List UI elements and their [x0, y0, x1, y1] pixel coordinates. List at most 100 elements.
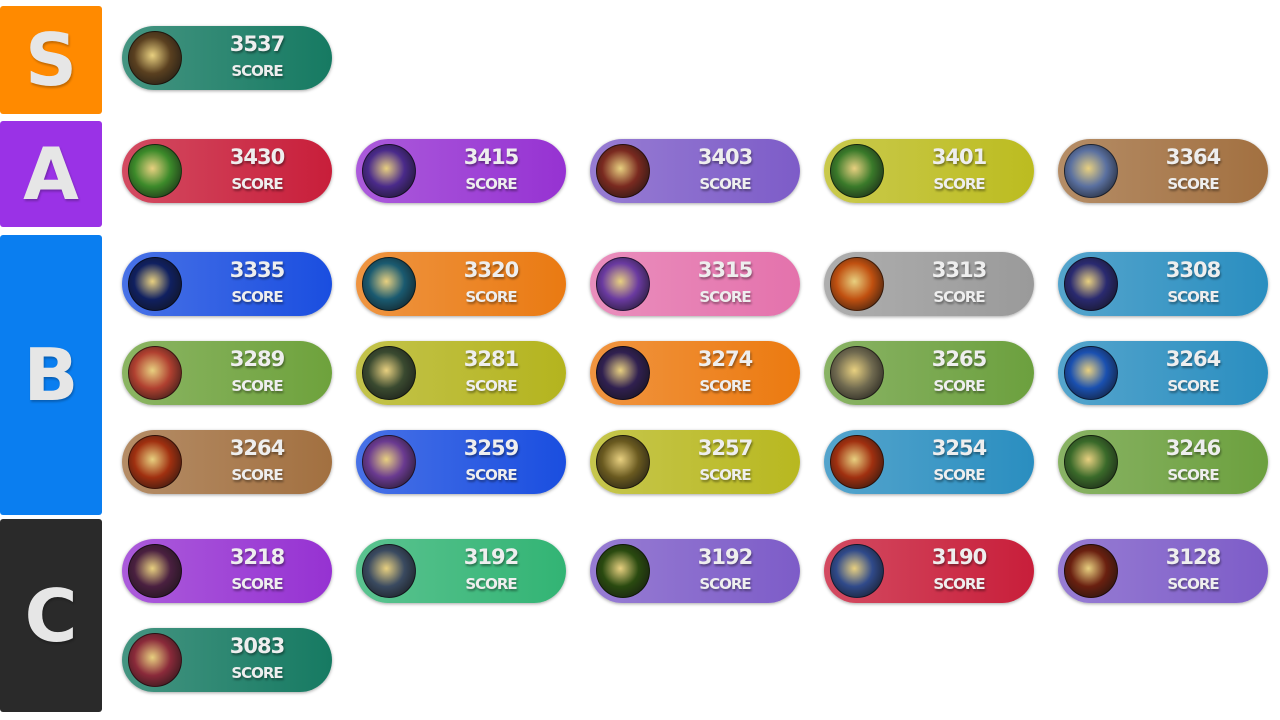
- score-card[interactable]: 3313 SCORE: [824, 252, 1034, 316]
- score-card[interactable]: 3218 SCORE: [122, 539, 332, 603]
- score-card[interactable]: 3537 SCORE: [122, 26, 332, 90]
- ability-icon: [830, 544, 884, 598]
- score-label: SCORE: [699, 175, 751, 193]
- ability-icon: [362, 544, 416, 598]
- score-value: 3274: [697, 347, 753, 371]
- tier-row: 3083 SCORE: [122, 628, 332, 692]
- ability-icon: [128, 257, 182, 311]
- score-label: SCORE: [1167, 288, 1219, 306]
- score-label: SCORE: [231, 377, 283, 395]
- score-label: SCORE: [1167, 377, 1219, 395]
- ability-icon: [596, 346, 650, 400]
- score-card[interactable]: 3265 SCORE: [824, 341, 1034, 405]
- ability-icon: [362, 346, 416, 400]
- score-card[interactable]: 3264 SCORE: [122, 430, 332, 494]
- score-value: 3401: [931, 145, 987, 169]
- score-value: 3313: [931, 258, 987, 282]
- ability-icon: [128, 435, 182, 489]
- tier-label-c: C: [0, 519, 102, 712]
- score-card[interactable]: 3289 SCORE: [122, 341, 332, 405]
- ability-icon: [362, 435, 416, 489]
- score-label: SCORE: [933, 377, 985, 395]
- ability-icon: [362, 257, 416, 311]
- score-card[interactable]: 3274 SCORE: [590, 341, 800, 405]
- score-card[interactable]: 3430 SCORE: [122, 139, 332, 203]
- score-card[interactable]: 3403 SCORE: [590, 139, 800, 203]
- ability-icon: [830, 346, 884, 400]
- ability-icon: [830, 435, 884, 489]
- score-label: SCORE: [1167, 575, 1219, 593]
- score-card[interactable]: 3264 SCORE: [1058, 341, 1268, 405]
- score-label: SCORE: [1167, 175, 1219, 193]
- score-card[interactable]: 3192 SCORE: [590, 539, 800, 603]
- tier-row: 3537 SCORE: [122, 26, 332, 90]
- score-value: 3281: [463, 347, 519, 371]
- score-label: SCORE: [933, 175, 985, 193]
- score-label: SCORE: [1167, 466, 1219, 484]
- score-card[interactable]: 3364 SCORE: [1058, 139, 1268, 203]
- score-value: 3264: [1165, 347, 1221, 371]
- score-label: SCORE: [933, 575, 985, 593]
- score-label: SCORE: [465, 377, 517, 395]
- score-card[interactable]: 3320 SCORE: [356, 252, 566, 316]
- tier-row: 3430 SCORE 3415 SCORE 3403 SCORE 3401 SCORE 3364…: [122, 139, 1268, 203]
- score-card[interactable]: 3315 SCORE: [590, 252, 800, 316]
- tier-letter: B: [23, 333, 79, 417]
- score-label: SCORE: [699, 466, 751, 484]
- score-label: SCORE: [465, 175, 517, 193]
- score-label: SCORE: [699, 377, 751, 395]
- ability-icon: [1064, 144, 1118, 198]
- score-label: SCORE: [699, 575, 751, 593]
- tier-row: 3335 SCORE 3320 SCORE 3315 SCORE 3313 SCORE 3308…: [122, 252, 1268, 316]
- score-card[interactable]: 3401 SCORE: [824, 139, 1034, 203]
- ability-icon: [1064, 435, 1118, 489]
- score-value: 3335: [229, 258, 285, 282]
- score-value: 3289: [229, 347, 285, 371]
- score-value: 3192: [463, 545, 519, 569]
- score-label: SCORE: [465, 288, 517, 306]
- score-value: 3259: [463, 436, 519, 460]
- score-card[interactable]: 3257 SCORE: [590, 430, 800, 494]
- score-value: 3537: [229, 32, 285, 56]
- score-card[interactable]: 3415 SCORE: [356, 139, 566, 203]
- tier-row: 3289 SCORE 3281 SCORE 3274 SCORE 3265 SCORE 3264…: [122, 341, 1268, 405]
- score-card[interactable]: 3246 SCORE: [1058, 430, 1268, 494]
- score-card[interactable]: 3128 SCORE: [1058, 539, 1268, 603]
- tier-letter: A: [23, 132, 79, 216]
- score-value: 3315: [697, 258, 753, 282]
- score-label: SCORE: [231, 62, 283, 80]
- score-label: SCORE: [231, 288, 283, 306]
- score-label: SCORE: [231, 466, 283, 484]
- score-card[interactable]: 3335 SCORE: [122, 252, 332, 316]
- tier-row: 3218 SCORE 3192 SCORE 3192 SCORE 3190 SCORE 3128…: [122, 539, 1268, 603]
- ability-icon: [1064, 346, 1118, 400]
- score-label: SCORE: [231, 575, 283, 593]
- ability-icon: [830, 257, 884, 311]
- ability-icon: [596, 435, 650, 489]
- score-card[interactable]: 3308 SCORE: [1058, 252, 1268, 316]
- tier-letter: C: [24, 573, 78, 658]
- score-card[interactable]: 3083 SCORE: [122, 628, 332, 692]
- score-value: 3264: [229, 436, 285, 460]
- ability-icon: [830, 144, 884, 198]
- score-card[interactable]: 3190 SCORE: [824, 539, 1034, 603]
- score-label: SCORE: [231, 175, 283, 193]
- score-card[interactable]: 3254 SCORE: [824, 430, 1034, 494]
- score-label: SCORE: [699, 288, 751, 306]
- ability-icon: [128, 544, 182, 598]
- ability-icon: [1064, 257, 1118, 311]
- ability-icon: [128, 633, 182, 687]
- score-label: SCORE: [465, 575, 517, 593]
- tier-label-s: S: [0, 6, 102, 114]
- score-value: 3364: [1165, 145, 1221, 169]
- ability-icon: [596, 257, 650, 311]
- score-label: SCORE: [231, 664, 283, 682]
- score-label: SCORE: [465, 466, 517, 484]
- score-value: 3246: [1165, 436, 1221, 460]
- score-value: 3192: [697, 545, 753, 569]
- score-value: 3218: [229, 545, 285, 569]
- score-card[interactable]: 3259 SCORE: [356, 430, 566, 494]
- score-card[interactable]: 3281 SCORE: [356, 341, 566, 405]
- score-value: 3254: [931, 436, 987, 460]
- score-card[interactable]: 3192 SCORE: [356, 539, 566, 603]
